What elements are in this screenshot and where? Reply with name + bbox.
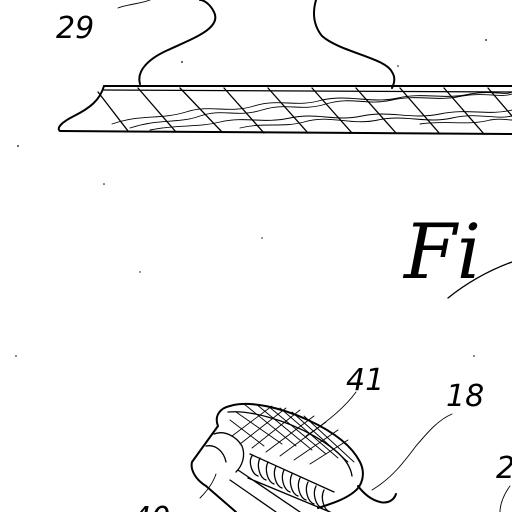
ref-29: 29 xyxy=(56,11,94,46)
figure-label-group: Fi xyxy=(402,207,512,299)
strip-inner-line xyxy=(103,89,512,93)
sleeve-outer xyxy=(190,405,237,512)
sleeve-assembly xyxy=(190,403,397,512)
leader-2 xyxy=(499,485,511,512)
strip-hatching xyxy=(97,87,512,135)
strip-fibres xyxy=(111,91,512,131)
coil-spring xyxy=(247,453,335,512)
leader-41 xyxy=(305,391,357,437)
reference-numerals: 29 41 18 40 2 xyxy=(56,0,512,512)
strip-left-end xyxy=(57,85,105,132)
ref-41: 41 xyxy=(346,363,384,398)
sleeve-crosshatch xyxy=(229,403,355,465)
strip-bottom-edge xyxy=(59,130,512,135)
sleeve-inner-edge xyxy=(227,411,353,477)
sleeve-top-shell xyxy=(229,403,364,509)
ref-2: 2 xyxy=(496,451,512,486)
flexible-loop xyxy=(138,0,396,89)
scan-specks xyxy=(15,39,487,357)
ref-18: 18 xyxy=(446,379,484,414)
leader-29 xyxy=(117,0,151,9)
sleeve-cut-face xyxy=(205,432,245,473)
upper-strip-assembly xyxy=(57,0,512,135)
sleeve-bore xyxy=(229,469,301,512)
leader-18 xyxy=(371,413,453,491)
ref-40: 40 xyxy=(132,501,170,512)
figure-label-flourish xyxy=(447,261,512,299)
sleeve-end-cap xyxy=(357,485,397,504)
figure-label: Fi xyxy=(402,207,481,296)
leader-40 xyxy=(199,473,217,499)
